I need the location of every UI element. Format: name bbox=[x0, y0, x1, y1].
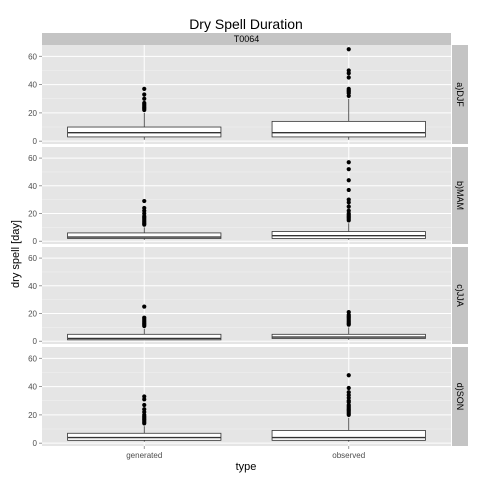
y-tick-label: 40 bbox=[28, 282, 37, 291]
outlier-point bbox=[142, 316, 146, 320]
y-tick-label: 20 bbox=[28, 411, 37, 420]
facet-strip-right-label: a)DJF bbox=[455, 82, 465, 107]
outlier-point bbox=[347, 178, 351, 182]
outlier-point bbox=[142, 304, 146, 308]
outlier-point bbox=[142, 206, 146, 210]
box-iqr bbox=[272, 430, 425, 440]
outlier-point bbox=[347, 310, 351, 314]
y-tick-label: 20 bbox=[28, 109, 37, 118]
outlier-point bbox=[142, 97, 146, 101]
y-tick-label: 0 bbox=[33, 237, 38, 246]
y-tick-label: 60 bbox=[28, 254, 37, 263]
y-tick-label: 0 bbox=[33, 337, 38, 346]
outlier-point bbox=[347, 68, 351, 72]
box-iqr bbox=[68, 433, 221, 440]
outlier-point bbox=[347, 75, 351, 79]
outlier-point bbox=[142, 403, 146, 407]
panel-1: 0 20 40 60 a)DJF bbox=[28, 45, 468, 146]
y-tick-label: 0 bbox=[33, 439, 38, 448]
box-iqr bbox=[272, 121, 425, 137]
outlier-point bbox=[142, 199, 146, 203]
y-tick-label: 60 bbox=[28, 354, 37, 363]
x-tick-label: generated bbox=[126, 451, 162, 460]
panel-3: 0 20 40 60 c)JJA bbox=[28, 247, 468, 346]
outlier-point bbox=[347, 167, 351, 171]
facet-strip-right-label: b)MAM bbox=[455, 181, 465, 210]
facet-strip-top-label: T0064 bbox=[234, 34, 260, 44]
outlier-point bbox=[347, 390, 351, 394]
outlier-point bbox=[347, 198, 351, 202]
panel-2: 0 20 40 60 b)MAM bbox=[28, 147, 468, 246]
box-iqr bbox=[68, 127, 221, 137]
outlier-point bbox=[142, 407, 146, 411]
y-tick-label: 40 bbox=[28, 383, 37, 392]
panel-4: 0 20 40 60 d)SON bbox=[28, 347, 468, 448]
y-axis-title: dry spell [day] bbox=[10, 220, 22, 288]
y-tick-label: 60 bbox=[28, 52, 37, 61]
panel-background bbox=[42, 247, 451, 344]
panel-background bbox=[42, 147, 451, 244]
outlier-point bbox=[347, 47, 351, 51]
x-tick-label: observed bbox=[332, 451, 365, 460]
facet-strip-right-label: c)JJA bbox=[455, 284, 465, 307]
outlier-point bbox=[347, 209, 351, 213]
x-axis-title: type bbox=[236, 461, 257, 473]
y-tick-label: 40 bbox=[28, 182, 37, 191]
outlier-point bbox=[142, 101, 146, 105]
y-tick-label: 20 bbox=[28, 310, 37, 319]
outlier-point bbox=[142, 92, 146, 96]
facet-strip-right-label: d)SON bbox=[455, 383, 465, 411]
y-tick-label: 40 bbox=[28, 81, 37, 90]
outlier-point bbox=[142, 87, 146, 91]
chart-title: Dry Spell Duration bbox=[189, 16, 303, 32]
outlier-point bbox=[142, 394, 146, 398]
y-tick-label: 20 bbox=[28, 210, 37, 219]
outlier-point bbox=[347, 373, 351, 377]
y-tick-label: 0 bbox=[33, 137, 38, 146]
plot-area: T0064 0 20 40 60 a)DJF 0 20 40 60 b)MAM 0 20 40 60 c)JJ… bbox=[28, 33, 468, 460]
outlier-point bbox=[347, 87, 351, 91]
outlier-point bbox=[347, 160, 351, 164]
outlier-point bbox=[347, 188, 351, 192]
outlier-point bbox=[347, 386, 351, 390]
y-tick-label: 60 bbox=[28, 154, 37, 163]
outlier-point bbox=[347, 204, 351, 208]
